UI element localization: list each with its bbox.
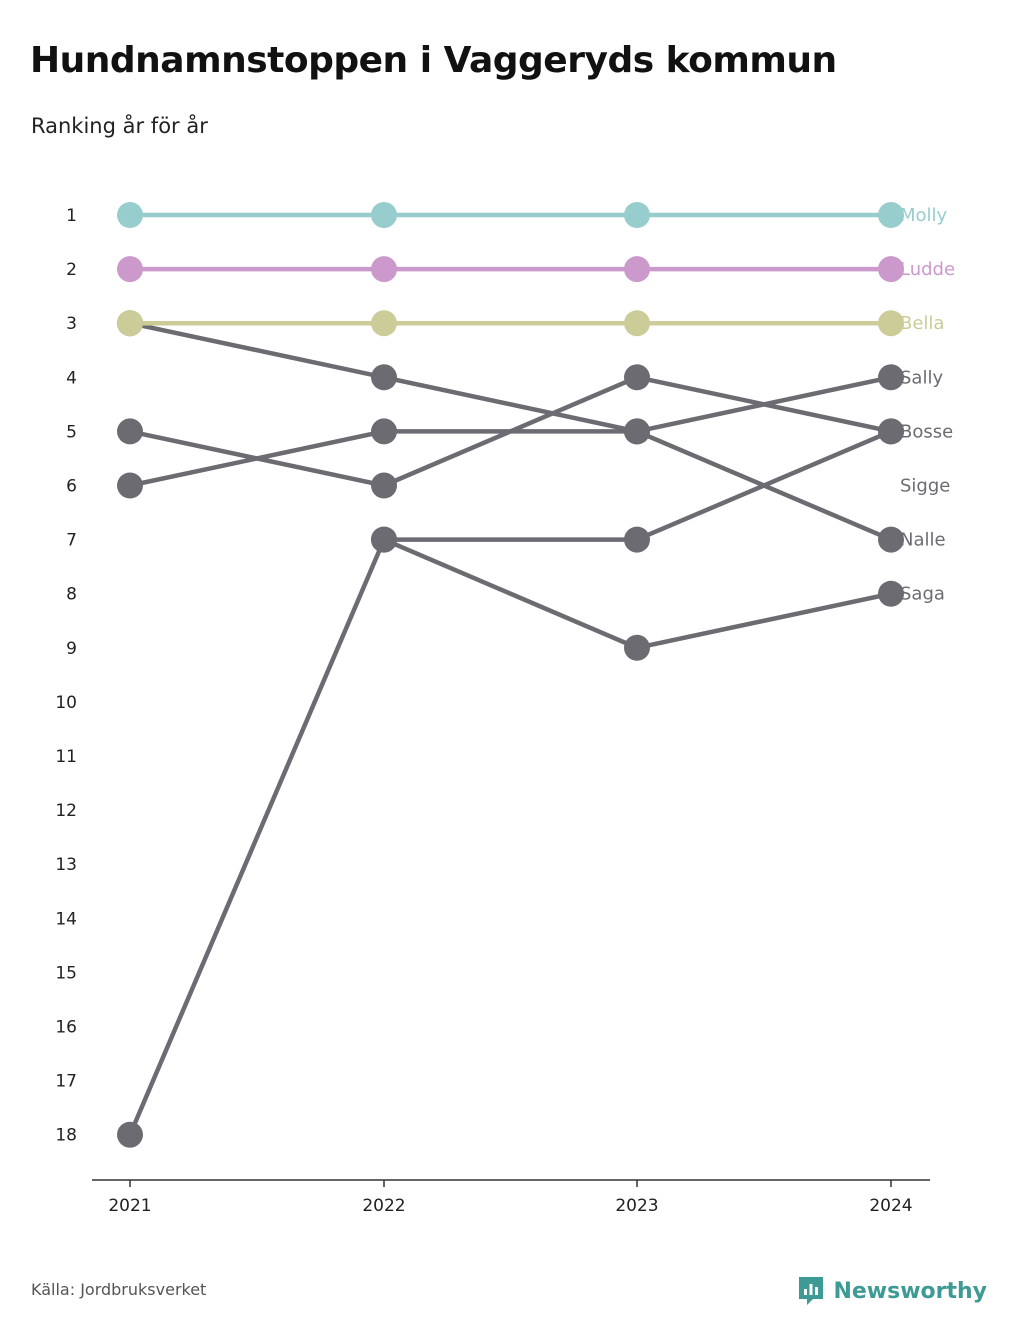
- data-point-bella: [624, 310, 650, 337]
- data-point-molly: [371, 202, 397, 228]
- data-point-molly: [624, 202, 650, 228]
- data-point-sally: [878, 364, 904, 391]
- data-point-bella: [371, 310, 397, 337]
- end-labels: Molly Ludde Bella Sally Bosse Sigge Nalle Saga: [900, 205, 955, 605]
- data-point-bosse: [624, 526, 650, 553]
- series-line-nalle: [127, 320, 894, 542]
- brand-name: Newsworthy: [833, 1278, 987, 1304]
- y-tick-label: 13: [55, 855, 77, 875]
- series-line-saga: [381, 537, 894, 651]
- chart-subtitle: Ranking år för år: [31, 114, 208, 138]
- data-point-sigge: [624, 364, 650, 391]
- y-tick-label: 17: [55, 1072, 77, 1092]
- data-point-bella: [878, 310, 904, 337]
- x-axis: 2021 2022 2023 2024: [92, 1179, 930, 1216]
- data-point-ludde: [117, 256, 143, 283]
- data-point-sigge: [117, 418, 143, 445]
- data-point-sigge: [878, 418, 904, 445]
- data-point-ludde: [878, 256, 904, 283]
- end-label-sigge: Sigge: [900, 476, 950, 497]
- y-tick-label: 2: [66, 260, 77, 280]
- data-point-nalle: [371, 364, 397, 391]
- series-line-bosse: [127, 429, 894, 1137]
- chart-title: Hundnamnstoppen i Vaggeryds kommun: [30, 40, 837, 81]
- data-point-saga: [624, 634, 650, 661]
- data-point-sally: [371, 418, 397, 445]
- y-tick-label: 14: [55, 909, 77, 929]
- y-tick-label: 6: [66, 477, 77, 497]
- series-line-sigge: [127, 375, 894, 488]
- data-point-nalle: [624, 418, 650, 445]
- end-label-ludde: Ludde: [900, 259, 955, 280]
- y-tick-label: 4: [66, 368, 77, 388]
- end-label-nalle: Nalle: [900, 530, 946, 551]
- x-tick-label: 2021: [108, 1196, 151, 1216]
- y-tick-label: 7: [66, 531, 77, 551]
- data-point-molly: [117, 202, 143, 228]
- data-point-ludde: [371, 256, 397, 283]
- data-point-ludde: [624, 256, 650, 283]
- data-point-molly: [878, 202, 904, 228]
- y-tick-label: 8: [66, 585, 77, 605]
- end-label-molly: Molly: [900, 205, 948, 226]
- data-point-bella: [117, 310, 143, 337]
- data-point-bosse: [117, 1121, 143, 1148]
- data-point-nalle: [878, 526, 904, 553]
- x-tick-label: 2023: [615, 1196, 658, 1216]
- data-point-saga: [878, 580, 904, 607]
- series-points: [117, 202, 904, 1148]
- y-tick-label: 10: [55, 693, 77, 713]
- y-tick-label: 9: [66, 639, 77, 659]
- end-label-bella: Bella: [900, 313, 944, 334]
- y-tick-label: 18: [55, 1126, 77, 1146]
- y-tick-label: 11: [55, 747, 77, 767]
- series-lines: [127, 212, 894, 1137]
- y-tick-label: 15: [55, 963, 77, 983]
- y-tick-label: 1: [66, 206, 77, 226]
- y-tick-label: 5: [66, 422, 77, 442]
- source-note: Källa: Jordbruksverket: [31, 1280, 207, 1299]
- y-tick-label: 16: [55, 1018, 77, 1038]
- end-label-bosse: Bosse: [900, 421, 953, 442]
- end-label-saga: Saga: [900, 584, 945, 605]
- data-point-sigge: [371, 472, 397, 499]
- x-tick-label: 2024: [869, 1196, 912, 1216]
- brand-logo: Newsworthy: [797, 1275, 987, 1307]
- newsworthy-logo-icon: [799, 1277, 824, 1305]
- end-label-sally: Sally: [900, 367, 943, 388]
- data-point-sally: [117, 472, 143, 499]
- x-tick-label: 2022: [362, 1196, 405, 1216]
- data-point-saga: [371, 526, 397, 553]
- y-tick-label: 3: [66, 314, 77, 334]
- y-tick-label: 12: [55, 801, 77, 821]
